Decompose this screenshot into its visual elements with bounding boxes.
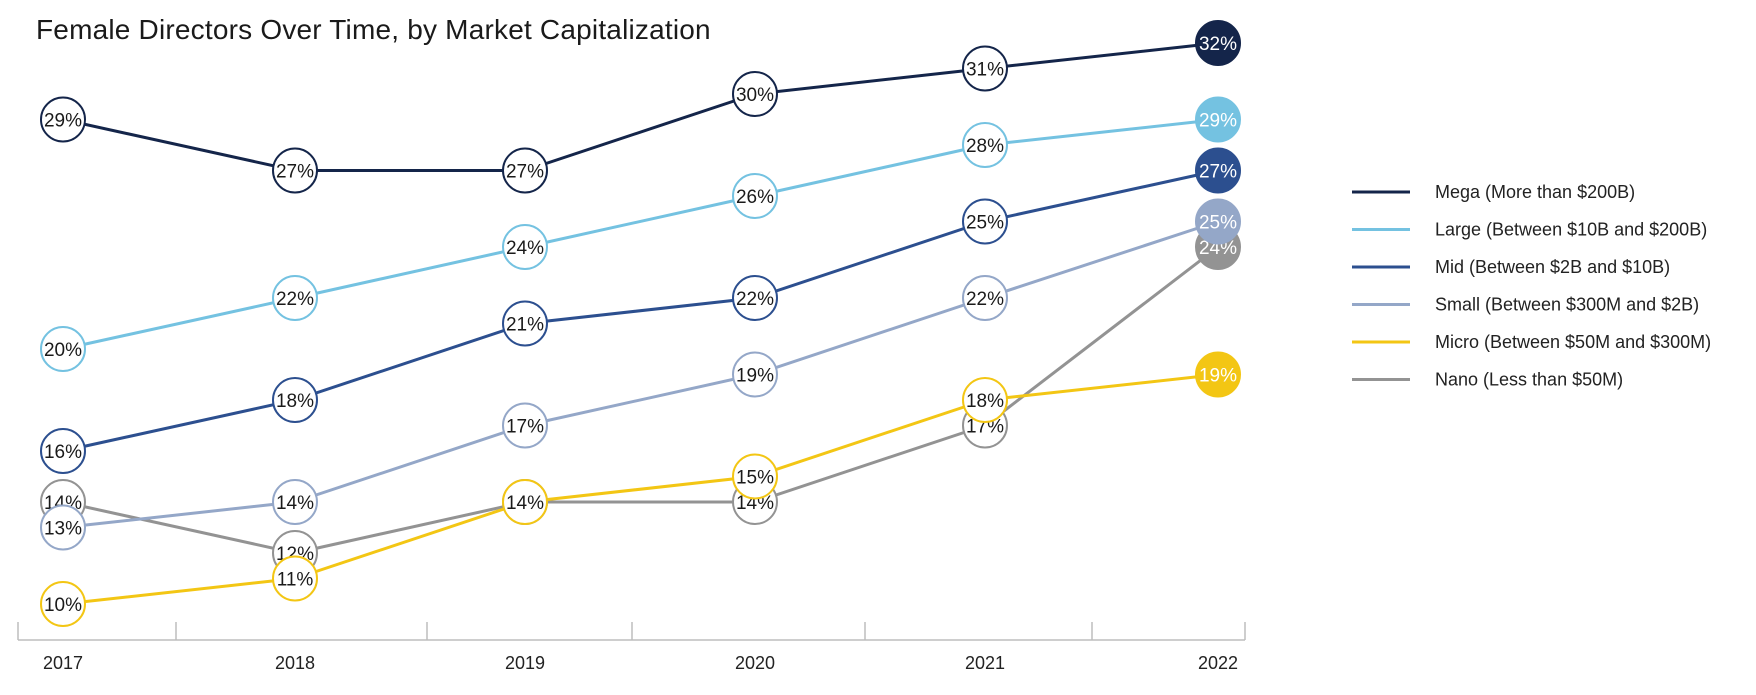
legend-entry-label: Small (Between $300M and $2B) [1435, 295, 1699, 315]
data-point [502, 224, 548, 270]
data-label: 28% [966, 136, 1004, 157]
data-point [1195, 96, 1241, 143]
legend-entry-label: Nano (Less than $50M) [1435, 370, 1623, 390]
data-point [1195, 20, 1241, 66]
data-label: 22% [736, 289, 774, 310]
legend-entry-label: Mega (More than $200B) [1435, 182, 1635, 202]
data-label: 24% [1199, 238, 1237, 259]
data-label: 15% [736, 468, 774, 489]
data-point [272, 377, 318, 423]
data-label: 22% [966, 289, 1004, 310]
data-point [40, 428, 86, 474]
series-markers: 29% 27% 27% 30% 31% 32% [40, 20, 1241, 194]
x-tick-label: 2017 [43, 653, 83, 673]
chart-title: Female Directors Over Time, by Market Ca… [36, 14, 711, 45]
data-point [40, 326, 86, 372]
data-point [962, 275, 1008, 321]
data-label: 29% [1199, 111, 1237, 132]
data-label: 30% [736, 85, 774, 106]
data-label: 18% [276, 391, 314, 412]
data-point [962, 377, 1008, 423]
data-label: 18% [966, 391, 1004, 412]
data-label: 10% [44, 595, 82, 616]
data-point [732, 173, 778, 219]
x-axis: 2017 2018 2019 2020 2021 2022 [17, 622, 1246, 673]
data-label: 16% [44, 442, 82, 463]
x-tick-label: 2022 [1198, 653, 1238, 673]
legend-entry-label: Large (Between $10B and $200B) [1435, 220, 1707, 240]
data-label: 29% [44, 111, 82, 132]
data-point [502, 147, 548, 194]
data-point [272, 147, 318, 194]
data-label: 31% [966, 60, 1004, 81]
x-tick-label: 2021 [965, 653, 1005, 673]
data-point [732, 351, 778, 398]
data-point [732, 453, 778, 500]
data-point [962, 45, 1008, 92]
data-point [732, 71, 778, 117]
data-label: 25% [966, 213, 1004, 234]
data-label: 13% [44, 519, 82, 540]
data-label: 27% [506, 162, 544, 183]
x-tick-label: 2019 [505, 653, 545, 673]
series-line [62, 118, 1219, 351]
data-label: 17% [966, 417, 1004, 438]
data-point [732, 275, 778, 321]
series-line [62, 41, 1219, 172]
x-tick-label: 2020 [735, 653, 775, 673]
data-label: 32% [1199, 34, 1237, 55]
data-point [502, 479, 548, 525]
data-label: 22% [276, 289, 314, 310]
data-point [502, 402, 548, 449]
data-label: 14% [506, 493, 544, 514]
data-label: 17% [506, 417, 544, 438]
data-label: 27% [276, 162, 314, 183]
data-label: 14% [736, 493, 774, 514]
data-label: 19% [736, 366, 774, 387]
data-label: 24% [506, 238, 544, 259]
data-label: 27% [1199, 162, 1237, 183]
series-markers: 16% 18% 21% 22% 25% 27% [40, 147, 1241, 474]
data-point [1195, 147, 1241, 194]
x-tick-label: 2018 [275, 653, 315, 673]
series-line [62, 373, 1219, 606]
data-point [962, 198, 1008, 245]
data-label: 26% [736, 187, 774, 208]
series-markers: 20% 22% 24% 26% 28% 29% [40, 96, 1241, 372]
data-point [40, 581, 86, 627]
legend-entry-label: Micro (Between $50M and $300M) [1435, 332, 1711, 352]
data-label: 21% [506, 315, 544, 336]
data-label: 20% [44, 340, 82, 361]
series-markers: 10% 11% 14% 15% 18% 19% [40, 351, 1241, 627]
series-markers: 13% 14% 17% 19% 22% 25% [40, 198, 1241, 551]
data-label: 11% [277, 570, 314, 591]
data-label: 14% [276, 493, 314, 514]
data-point [40, 504, 86, 551]
data-point [40, 96, 86, 143]
data-point [962, 122, 1008, 168]
legend: Mega (More than $200B) Large (Between $10… [1352, 182, 1711, 390]
data-point [502, 300, 548, 347]
data-label: 19% [1199, 366, 1237, 387]
legend-entry-label: Mid (Between $2B and $10B) [1435, 257, 1670, 277]
data-label: 25% [1199, 213, 1237, 234]
data-point [1195, 351, 1241, 398]
data-point [272, 555, 318, 602]
data-point [272, 479, 318, 525]
data-point [1195, 198, 1241, 245]
series-line [62, 220, 1219, 529]
series-line [62, 169, 1219, 453]
data-point [272, 275, 318, 321]
